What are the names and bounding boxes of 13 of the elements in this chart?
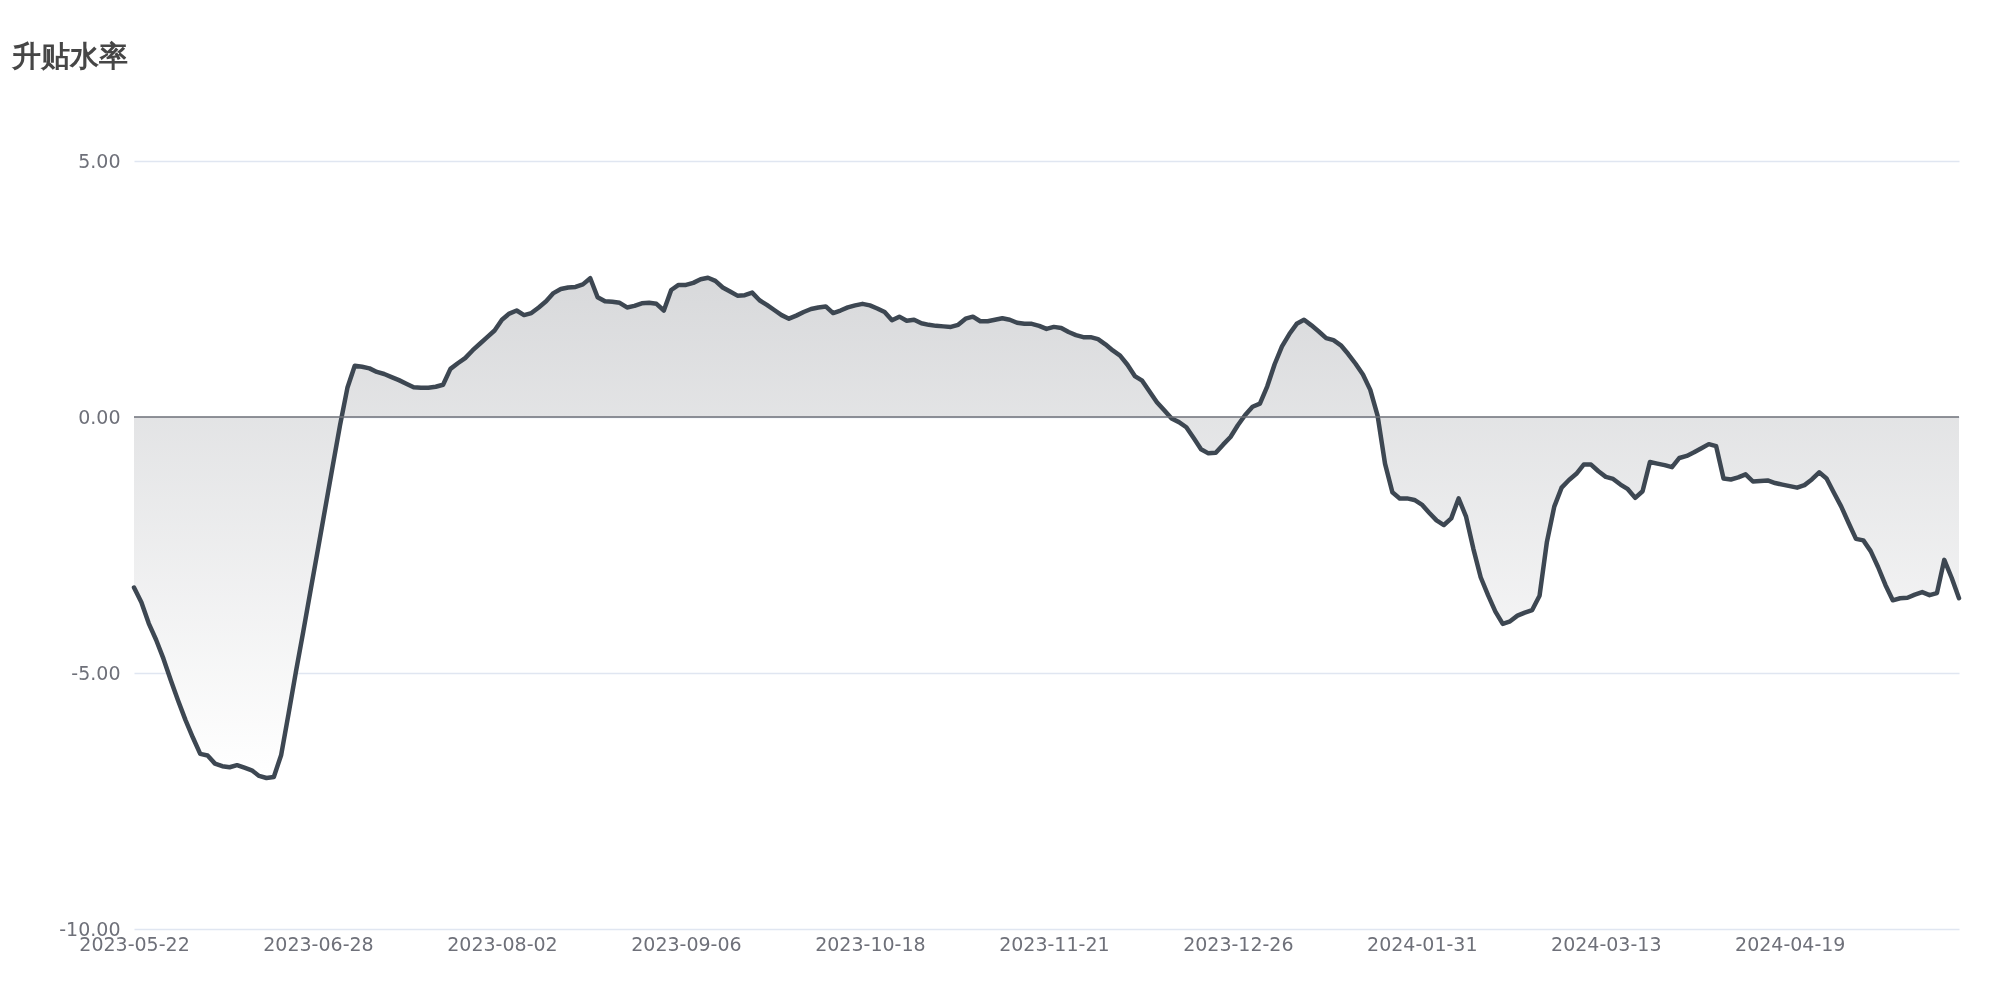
- x-tick-label: 2024-03-13: [1551, 932, 1662, 955]
- x-tick-label: 2023-11-21: [999, 932, 1110, 955]
- chart-title: 升贴水率: [11, 39, 128, 73]
- x-tick-label: 2023-09-06: [631, 932, 742, 955]
- x-tick-label: 2024-04-19: [1735, 932, 1846, 955]
- x-tick-label: 2023-12-26: [1183, 932, 1294, 955]
- y-tick-label: 5.00: [78, 149, 121, 172]
- x-tick-label: 2023-10-18: [815, 932, 926, 955]
- x-tick-label: 2023-08-02: [447, 932, 558, 955]
- y-tick-label: 0.00: [78, 405, 121, 428]
- y-tick-label: -5.00: [71, 661, 121, 684]
- x-tick-label: 2024-01-31: [1367, 932, 1478, 955]
- x-tick-label: 2023-06-28: [263, 932, 374, 955]
